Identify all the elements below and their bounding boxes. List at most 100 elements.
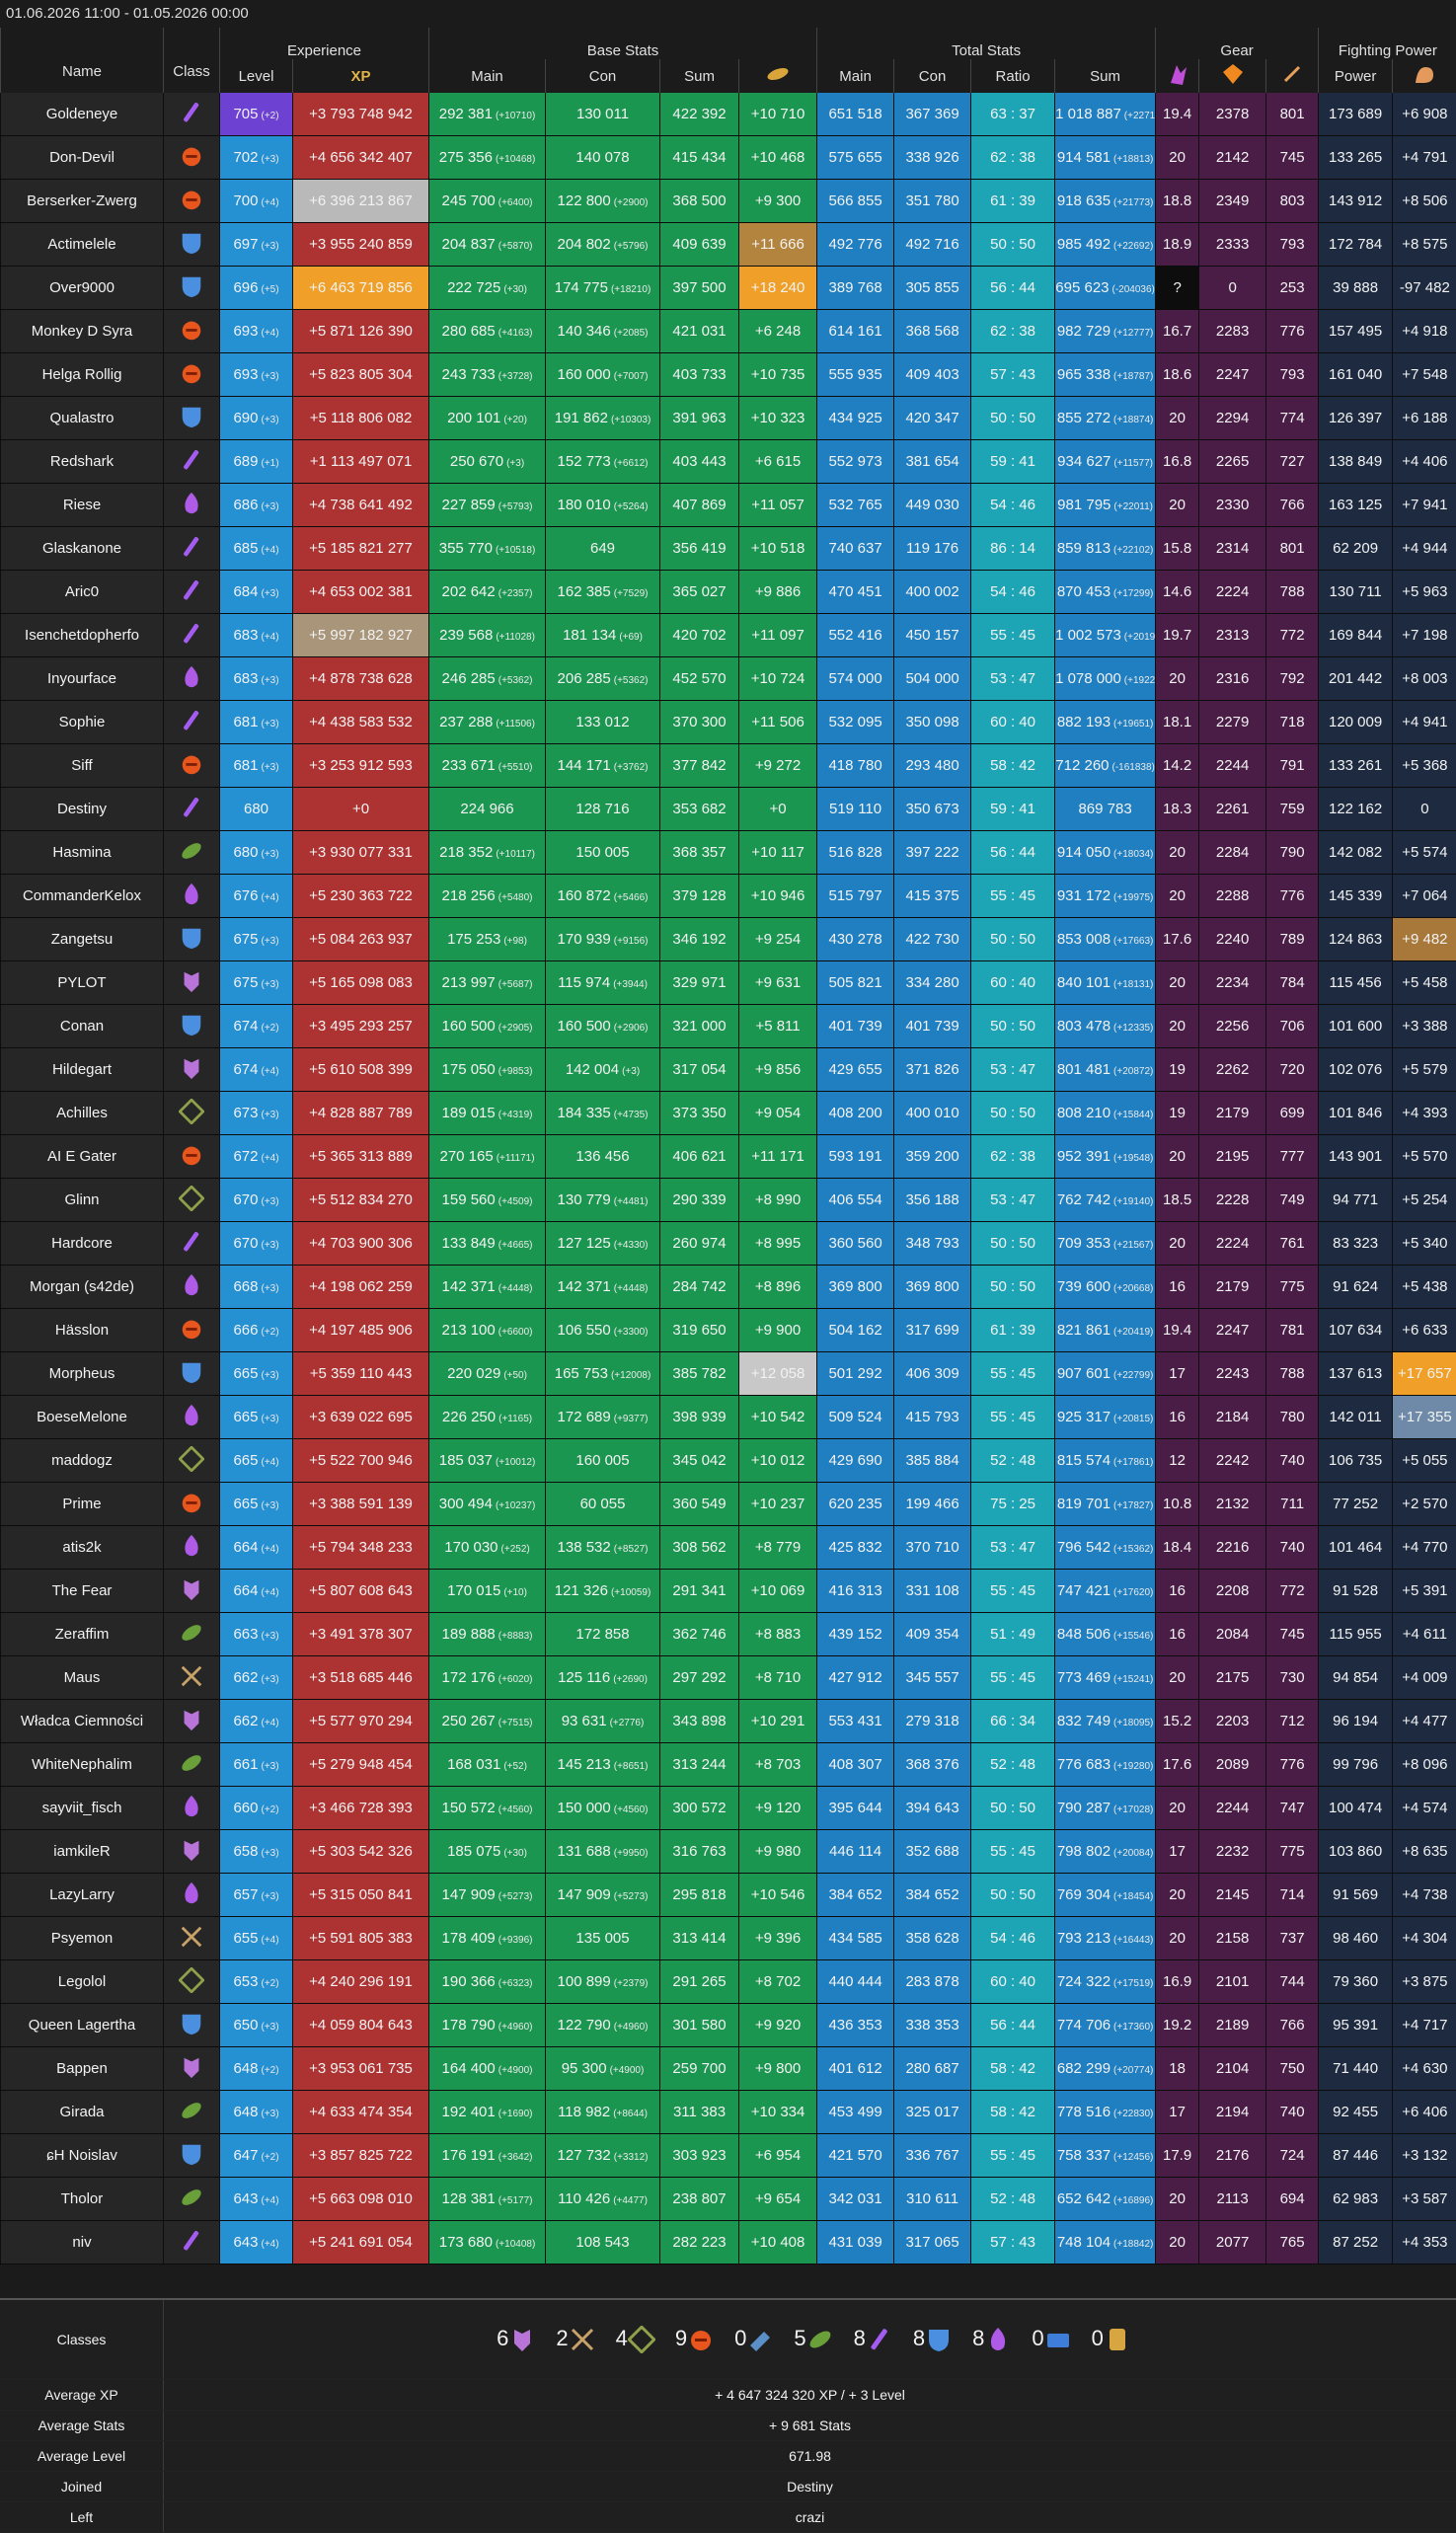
xp-gain: +3 955 240 859	[293, 223, 429, 267]
class-icon	[179, 1576, 204, 1602]
total-main: 740 637	[817, 527, 894, 571]
power: 169 844	[1329, 627, 1382, 644]
stat-gain: +8 702	[755, 1973, 801, 1990]
base-sum: 420 702	[672, 627, 726, 644]
power-gain: +5 391	[1393, 1570, 1456, 1613]
gear-value: 19.4	[1156, 1309, 1199, 1352]
total-sum: 848 506(+15546)	[1055, 1613, 1156, 1656]
level-delta: (+2)	[261, 2065, 278, 2076]
base-con: 152 773(+6612)	[546, 440, 660, 484]
gear-value: 17	[1169, 2104, 1186, 2120]
gear-value: 740	[1266, 1526, 1319, 1570]
power: 79 360	[1319, 1960, 1393, 2004]
base-main-delta: (+1690)	[498, 2109, 533, 2119]
level: 665	[233, 1452, 258, 1469]
xp-gain: +5 185 821 277	[293, 527, 429, 571]
base-con: 115 974(+3944)	[546, 961, 660, 1005]
level: 665	[233, 1409, 258, 1425]
power: 145 339	[1319, 875, 1393, 918]
gear-value: 2224	[1216, 1235, 1249, 1252]
gear-value: 20	[1156, 1135, 1199, 1179]
power-gain: -97 482	[1400, 279, 1450, 296]
power-gain: +8 096	[1393, 1743, 1456, 1787]
base-con: 172 858	[546, 1613, 660, 1656]
level: 662(+3)	[220, 1656, 293, 1700]
power-gain: +7 198	[1402, 627, 1447, 644]
level: 657(+3)	[220, 1874, 293, 1917]
base-con: 144 171	[558, 757, 611, 774]
total-con: 368 568	[905, 323, 958, 340]
total-sum-delta: (+18874)	[1113, 415, 1153, 425]
power-gain: +3 388	[1402, 1018, 1447, 1035]
total-sum: 682 299(+20774)	[1055, 2047, 1156, 2091]
total-main: 395 644	[817, 1787, 894, 1830]
base-con: 142 371(+4448)	[546, 1266, 660, 1309]
player-name: Aric0	[1, 571, 164, 614]
base-con: 174 775	[555, 279, 608, 296]
group-header: Total Stats	[817, 28, 1156, 59]
total-con: 409 403	[894, 353, 971, 397]
base-con-delta: (+2906)	[614, 1023, 649, 1034]
class-icon	[179, 1881, 204, 1906]
ratio: 56 : 44	[971, 2004, 1055, 2047]
base-main: 243 733	[442, 366, 496, 383]
gear-value: 699	[1280, 1105, 1305, 1121]
column-header: Level	[220, 59, 293, 93]
class-icon	[179, 664, 204, 690]
player-name: Redshark	[50, 453, 114, 470]
power-gain: +2 570	[1393, 1483, 1456, 1526]
level-delta: (+4)	[261, 197, 278, 208]
gear-value: 18.8	[1163, 192, 1191, 209]
base-main: 189 015(+4319)	[429, 1092, 546, 1135]
gear-value: 0	[1228, 279, 1236, 296]
base-con: 122 800	[558, 192, 611, 209]
ratio: 62 : 38	[971, 1135, 1055, 1179]
gear-value: 2113	[1216, 2190, 1248, 2207]
base-con: 145 213(+8651)	[546, 1743, 660, 1787]
gear-value: 2208	[1199, 1570, 1266, 1613]
player-name: Queen Lagertha	[1, 2004, 164, 2047]
player-name: Glaskanone	[42, 540, 121, 557]
player-name: Zeraffim	[55, 1626, 110, 1643]
base-main: 168 031	[447, 1756, 500, 1773]
level-delta: (+3)	[261, 1110, 278, 1120]
total-sum: 907 601(+22799)	[1055, 1352, 1156, 1396]
base-con-delta: (+9950)	[614, 1848, 649, 1859]
base-main-delta: (+9853)	[498, 1066, 533, 1077]
base-main-delta: (+4960)	[498, 2022, 533, 2033]
class-count: 6	[497, 2326, 536, 2350]
base-main: 173 680	[439, 2234, 493, 2251]
class-icon	[179, 751, 204, 777]
gear-value: 18.4	[1156, 1526, 1199, 1570]
ratio: 53 : 47	[990, 1061, 1035, 1078]
player-name: atis2k	[1, 1526, 164, 1570]
player-name: Destiny	[57, 801, 107, 817]
class-icon	[179, 1620, 204, 1646]
total-con: 199 466	[894, 1483, 971, 1526]
gear-value: 2349	[1199, 180, 1266, 223]
class-icon	[179, 925, 204, 951]
gear-value: 737	[1280, 1930, 1305, 1947]
gear-value: 18.9	[1163, 236, 1191, 253]
xp-gain: +3 518 685 446	[309, 1669, 413, 1686]
total-sum: 773 469(+15241)	[1055, 1656, 1156, 1700]
ratio: 56 : 44	[971, 831, 1055, 875]
gear-value: 791	[1280, 757, 1305, 774]
ratio: 61 : 39	[971, 1309, 1055, 1352]
power: 94 854	[1319, 1656, 1393, 1700]
total-sum: 758 337	[1057, 2147, 1111, 2164]
player-name: Hildegart	[52, 1061, 112, 1078]
total-con: 406 309	[894, 1352, 971, 1396]
class-icon	[179, 1229, 204, 1255]
base-sum: 403 443	[660, 440, 739, 484]
stat-gain: +9 054	[739, 1092, 817, 1135]
class	[164, 1005, 220, 1048]
total-con: 381 654	[905, 453, 958, 470]
total-con: 406 309	[905, 1365, 958, 1382]
total-con: 415 793	[894, 1396, 971, 1439]
level: 661(+3)	[220, 1743, 293, 1787]
base-con: 135 005	[546, 1917, 660, 1960]
